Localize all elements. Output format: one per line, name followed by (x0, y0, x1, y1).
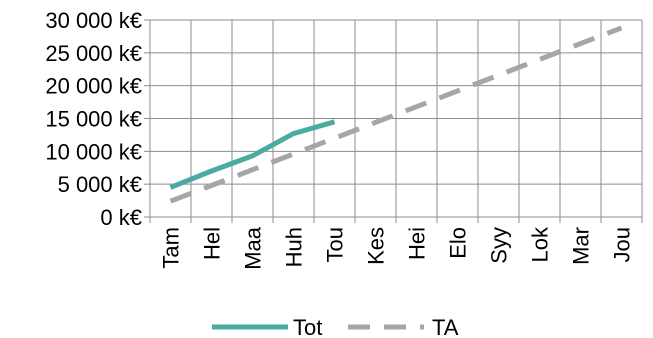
x-tick-label: Jou (610, 227, 635, 262)
y-tick-label: 25 000 k€ (45, 41, 142, 66)
x-tick-label: Hel (200, 227, 225, 260)
x-tick-label: Tou (323, 227, 348, 262)
axes (144, 19, 642, 218)
x-tick-label: Elo (446, 227, 471, 259)
y-tick-label: 15 000 k€ (45, 107, 142, 132)
gridlines (149, 19, 643, 223)
x-tick-label: Tam (159, 227, 184, 269)
series-lines (169, 25, 623, 204)
x-tick-labels: Tam Hel Maa Huh Tou Kes Hei Elo Syy Lok Mar Jou (159, 226, 635, 270)
x-tick-label: Hei (405, 227, 430, 260)
series-line-tot (169, 119, 336, 190)
y-tick-label: 0 k€ (100, 205, 142, 230)
legend-label-tot: Tot (293, 315, 322, 338)
legend: Tot TA (212, 315, 459, 338)
x-tick-label: Lok (528, 226, 553, 262)
x-tick-label: Kes (364, 227, 389, 265)
y-tick-label: 30 000 k€ (45, 8, 142, 33)
y-tick-labels: 0 k€ 5 000 k€ 10 000 k€ 15 000 k€ 20 000 k€ 2… (45, 8, 142, 230)
x-tick-label: Mar (569, 227, 594, 265)
x-tick-label: Syy (487, 227, 512, 264)
x-tick-label: Huh (282, 227, 307, 267)
series-line-ta (169, 25, 623, 204)
legend-label-ta: TA (432, 315, 459, 338)
y-tick-label: 10 000 k€ (45, 139, 142, 164)
y-tick-label: 5 000 k€ (58, 172, 142, 197)
y-tick-label: 20 000 k€ (45, 74, 142, 99)
x-tick-label: Maa (241, 226, 266, 270)
